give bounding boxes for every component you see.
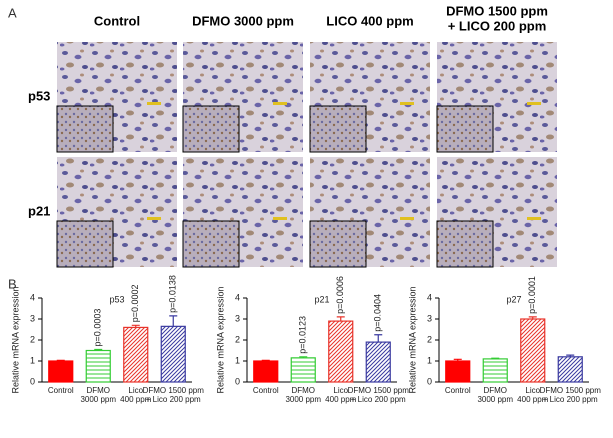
column-header: DFMO 3000 ppm: [192, 13, 294, 28]
micrograph-inset: [182, 220, 240, 268]
bar: [290, 357, 316, 383]
scale-bar: [147, 102, 161, 105]
y-tick-label: 3: [235, 313, 240, 323]
chart-title: p53: [109, 294, 124, 304]
scale-bar: [527, 217, 541, 220]
scale-bar: [400, 217, 414, 220]
x-tick-label: Lico: [333, 386, 348, 395]
scale-bar: [400, 102, 414, 105]
p-value: p=0.0002: [130, 285, 140, 323]
x-tick-label: DFMO 1500 ppm: [143, 386, 205, 395]
x-tick-label: DFMO: [483, 386, 507, 395]
x-tick-label: + Lico 200 ppm: [146, 395, 201, 404]
x-tick-label: 3000 ppm: [285, 395, 321, 404]
error-bar: [374, 334, 383, 343]
error-bar: [261, 359, 270, 361]
bar: [520, 318, 546, 383]
error-bar: [94, 348, 103, 351]
y-tick-label: 2: [235, 334, 240, 344]
micrograph-inset: [182, 105, 240, 153]
x-tick-label: 400 ppm: [517, 395, 548, 404]
bar: [445, 360, 471, 383]
y-tick-label: 4: [235, 292, 240, 302]
bar: [365, 341, 391, 383]
p-value: p=0.0001: [527, 276, 537, 314]
chart-title: p27: [506, 294, 521, 304]
y-tick-label: 0: [427, 376, 432, 386]
bar: [123, 326, 149, 383]
micrograph-inset: [56, 220, 114, 268]
bar: [328, 320, 354, 383]
scale-bar: [527, 102, 541, 105]
y-tick-label: 1: [427, 355, 432, 365]
row-label: p21: [28, 203, 50, 218]
y-tick-label: 0: [30, 376, 35, 386]
error-bar: [336, 316, 345, 322]
p-value: p=0.0006: [335, 276, 345, 314]
x-tick-label: + Lico 200 ppm: [543, 395, 598, 404]
bar: [85, 349, 111, 383]
chart-title: p21: [314, 294, 329, 304]
micrograph-inset: [309, 105, 367, 153]
y-tick-label: 4: [427, 292, 432, 302]
x-tick-label: Control: [253, 386, 279, 395]
x-tick-label: 3000 ppm: [477, 395, 513, 404]
x-tick-label: Lico: [128, 386, 143, 395]
y-tick-label: 4: [30, 292, 35, 302]
error-bar: [528, 316, 537, 319]
p-value: p=0.0138: [168, 275, 178, 313]
p-value: p=0.0123: [298, 316, 308, 354]
bar: [253, 360, 279, 383]
y-axis-label: Relative mRNA expression: [10, 286, 20, 393]
micrograph-inset: [309, 220, 367, 268]
y-tick-label: 3: [427, 313, 432, 323]
x-tick-label: Control: [445, 386, 471, 395]
error-bar: [491, 357, 500, 359]
panel-label: A: [8, 5, 17, 20]
y-tick-label: 3: [30, 313, 35, 323]
x-tick-label: + Lico 200 ppm: [351, 395, 406, 404]
error-bar: [299, 356, 308, 358]
scale-bar: [273, 102, 287, 105]
p-value: p=0.0404: [373, 294, 383, 332]
micrograph-inset: [436, 105, 494, 153]
error-bar: [169, 315, 178, 327]
micrograph-inset: [56, 105, 114, 153]
error-bar: [453, 358, 462, 361]
error-bar: [566, 354, 575, 357]
scale-bar: [147, 217, 161, 220]
bar: [557, 356, 583, 383]
x-tick-label: DFMO 1500 ppm: [348, 386, 410, 395]
micrograph-inset: [436, 220, 494, 268]
error-bar: [131, 324, 140, 328]
scale-bar: [273, 217, 287, 220]
p-value: p=0.0003: [93, 309, 103, 347]
error-bar: [56, 359, 65, 361]
y-tick-label: 0: [235, 376, 240, 386]
panel-label: B: [8, 276, 17, 291]
x-tick-label: Control: [48, 386, 74, 395]
row-label: p53: [28, 88, 50, 103]
y-axis-label: Relative mRNA expression: [215, 286, 225, 393]
bar: [48, 360, 74, 383]
x-tick-label: 400 ppm: [325, 395, 356, 404]
y-tick-label: 1: [30, 355, 35, 365]
x-tick-label: DFMO: [86, 386, 110, 395]
y-tick-label: 1: [235, 355, 240, 365]
x-tick-label: 3000 ppm: [80, 395, 116, 404]
x-tick-label: 400 ppm: [120, 395, 151, 404]
column-header: + LICO 200 ppm: [448, 18, 547, 33]
column-header: LICO 400 ppm: [326, 13, 413, 28]
column-header: Control: [94, 13, 140, 28]
x-tick-label: DFMO 1500 ppm: [540, 386, 602, 395]
y-tick-label: 2: [30, 334, 35, 344]
y-axis-label: Relative mRNA expression: [407, 286, 417, 393]
bar: [160, 325, 186, 383]
y-tick-label: 2: [427, 334, 432, 344]
bar: [482, 358, 508, 383]
x-tick-label: Lico: [525, 386, 540, 395]
x-tick-label: DFMO: [291, 386, 315, 395]
column-header: DFMO 1500 ppm: [446, 3, 548, 18]
